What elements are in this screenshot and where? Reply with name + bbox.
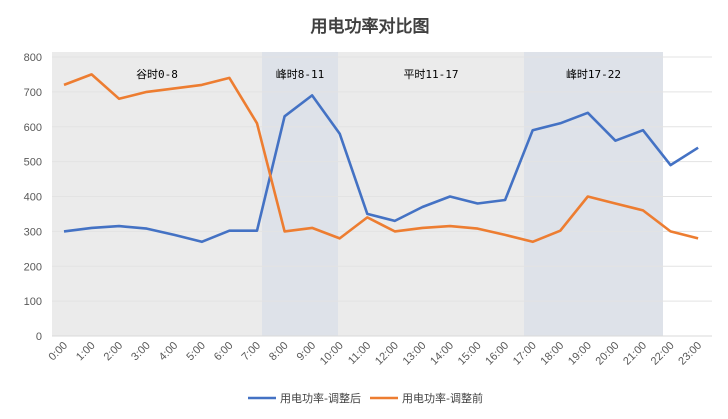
chart-title: 用电功率对比图 bbox=[311, 16, 430, 37]
band-label: 谷时0-8 bbox=[136, 68, 178, 81]
x-tick-label: 20:00 bbox=[594, 340, 622, 368]
band-label: 平时11-17 bbox=[403, 68, 458, 81]
y-tick-label: 100 bbox=[24, 296, 42, 308]
x-tick-label: 23:00 bbox=[676, 340, 704, 368]
x-tick-label: 3:00 bbox=[129, 340, 153, 364]
y-tick-label: 600 bbox=[24, 122, 42, 134]
y-tick-label: 0 bbox=[36, 331, 42, 343]
x-tick-label: 12:00 bbox=[373, 340, 401, 368]
x-tick-label: 4:00 bbox=[157, 340, 181, 364]
y-tick-label: 300 bbox=[24, 226, 42, 238]
y-tick-label: 200 bbox=[24, 261, 42, 273]
x-tick-label: 21:00 bbox=[621, 340, 649, 368]
band-0 bbox=[52, 52, 262, 336]
x-tick-label: 2:00 bbox=[102, 340, 126, 364]
series-line-0 bbox=[63, 94, 699, 244]
y-tick-label: 500 bbox=[24, 157, 42, 169]
x-tick-label: 11:00 bbox=[346, 340, 373, 367]
x-tick-label: 19:00 bbox=[566, 340, 594, 368]
x-tick-label: 9:00 bbox=[295, 340, 319, 364]
band-label: 峰时8-11 bbox=[276, 68, 325, 81]
x-tick-label: 13:00 bbox=[401, 340, 429, 368]
x-tick-label: 0:00 bbox=[46, 340, 70, 364]
band-1 bbox=[262, 52, 338, 336]
x-tick-label: 14:00 bbox=[428, 340, 456, 368]
x-tick-label: 18:00 bbox=[538, 340, 566, 368]
legend-label: 用电功率-调整后 bbox=[280, 391, 361, 405]
x-tick-label: 16:00 bbox=[483, 340, 511, 368]
band-label: 峰时17-22 bbox=[566, 68, 621, 81]
x-tick-label: 15:00 bbox=[456, 340, 484, 368]
x-tick-label: 8:00 bbox=[267, 340, 291, 364]
series-line-1 bbox=[63, 73, 699, 244]
x-tick-label: 5:00 bbox=[184, 340, 208, 364]
x-tick-label: 17:00 bbox=[511, 340, 539, 368]
x-tick-label: 6:00 bbox=[212, 340, 236, 364]
band-2 bbox=[338, 52, 524, 336]
legend-label: 用电功率-调整前 bbox=[402, 391, 483, 405]
y-tick-label: 800 bbox=[24, 52, 42, 64]
y-tick-label: 700 bbox=[24, 87, 42, 99]
x-tick-label: 10:00 bbox=[318, 340, 346, 368]
x-tick-label: 7:00 bbox=[239, 340, 263, 364]
y-tick-label: 400 bbox=[24, 192, 42, 204]
x-tick-label: 1:00 bbox=[74, 340, 98, 364]
x-tick-label: 22:00 bbox=[649, 340, 677, 368]
band-3 bbox=[524, 52, 663, 336]
